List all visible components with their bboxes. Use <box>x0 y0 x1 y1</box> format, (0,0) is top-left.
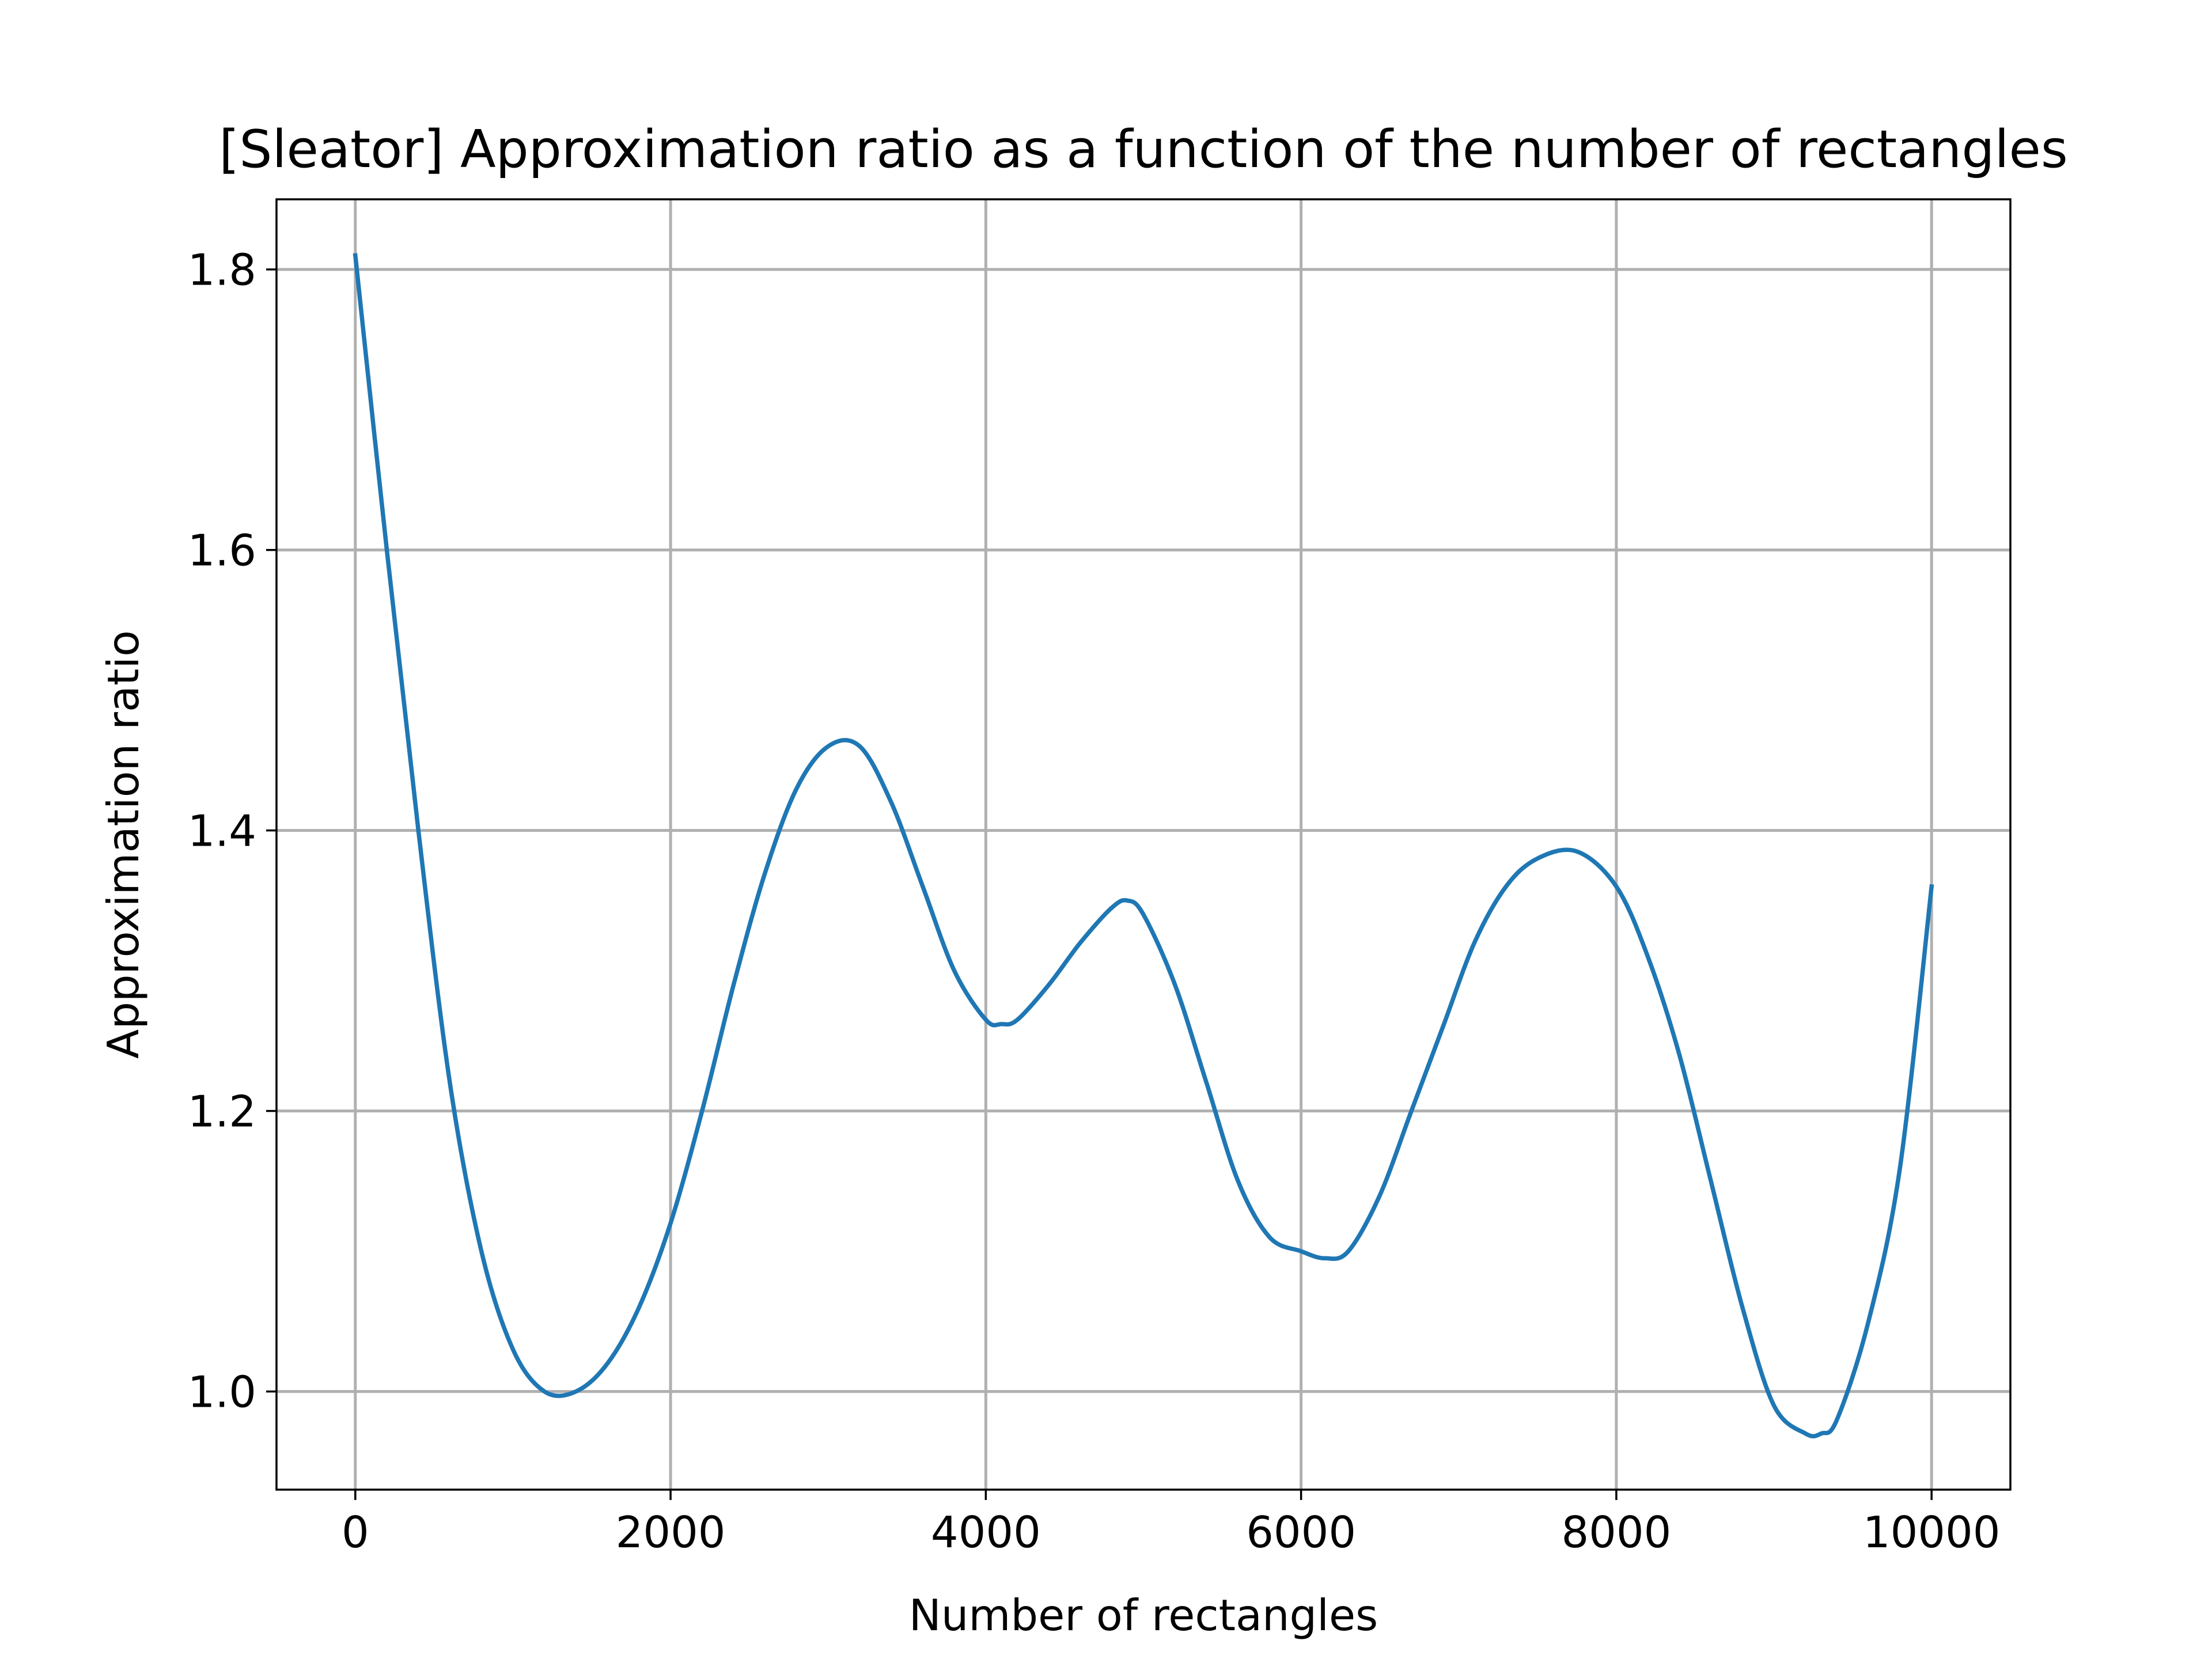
y-tick-label: 1.6 <box>188 525 256 576</box>
y-tick-label: 1.4 <box>188 806 256 857</box>
grid <box>276 199 2010 1490</box>
x-tick-label: 10000 <box>1863 1507 2001 1558</box>
y-tick-label: 1.0 <box>188 1367 256 1418</box>
x-tick-label: 0 <box>342 1507 369 1558</box>
chart-title: [Sleator] Approximation ratio as a funct… <box>219 119 2068 180</box>
x-tick-label: 8000 <box>1561 1507 1671 1558</box>
series-group <box>353 253 1934 1438</box>
x-tick-label: 2000 <box>616 1507 726 1558</box>
plot-frame <box>275 198 2012 1491</box>
series-line <box>353 253 1934 1438</box>
x-tick-label: 4000 <box>931 1507 1041 1558</box>
y-tick-label: 1.8 <box>188 245 256 296</box>
x-axis-label: Number of rectangles <box>909 1590 1378 1641</box>
y-axis-label: Approximation ratio <box>98 630 149 1059</box>
y-tick-label: 1.2 <box>188 1086 256 1137</box>
x-tick-label: 6000 <box>1246 1507 1356 1558</box>
y-axis: 1.0 1.2 1.4 1.6 1.8 <box>188 245 276 1418</box>
x-axis: 0 2000 4000 6000 8000 10000 <box>342 1490 2001 1558</box>
